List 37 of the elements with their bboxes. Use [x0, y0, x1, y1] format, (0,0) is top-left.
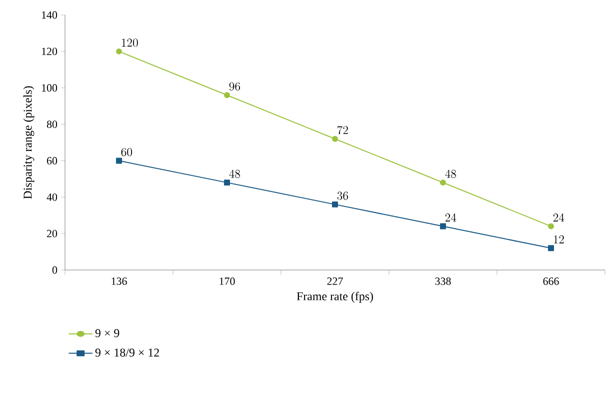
point [116, 48, 122, 54]
point [224, 92, 230, 98]
data-label: 48 [229, 170, 240, 178]
y-tick-label: 140 [42, 11, 58, 19]
data-label: 48 [445, 170, 456, 178]
y-tick-label: 100 [42, 84, 58, 92]
data-label: 12 [554, 235, 564, 244]
legend-label: 9 × 9 [95, 329, 120, 338]
point [116, 158, 122, 164]
data-label: 96 [229, 82, 240, 91]
point [224, 180, 230, 186]
point [548, 223, 554, 230]
x-axis-title: Frame rate (fps) [296, 292, 373, 303]
x-tick-label: 136 [112, 278, 127, 285]
y-tick-label: 120 [42, 48, 58, 56]
data-label: 120 [122, 38, 138, 47]
data-label: 72 [337, 126, 348, 134]
legend-label: 9 × 18/9 × 12 [95, 348, 159, 357]
data-label: 24 [445, 213, 456, 222]
point [548, 245, 554, 252]
point [332, 201, 338, 208]
y-axis-title: Disparity range (pixels) [23, 86, 34, 199]
point [440, 180, 446, 186]
x-tick-label: 227 [327, 278, 343, 285]
y-tick-label: 0 [52, 266, 58, 274]
y-tick-label: 20 [47, 230, 58, 238]
data-label: 36 [337, 192, 348, 200]
x-tick-label: 338 [435, 278, 451, 285]
x-tick-label: 666 [543, 278, 559, 285]
data-label: 60 [121, 148, 132, 156]
y-tick-label: 80 [46, 120, 58, 128]
y-tick-label: 60 [46, 157, 58, 164]
y-tick-label: 40 [46, 193, 58, 201]
x-tick-label: 170 [220, 278, 235, 285]
data-label: 24 [553, 213, 564, 222]
point [332, 136, 338, 142]
point [440, 223, 446, 230]
